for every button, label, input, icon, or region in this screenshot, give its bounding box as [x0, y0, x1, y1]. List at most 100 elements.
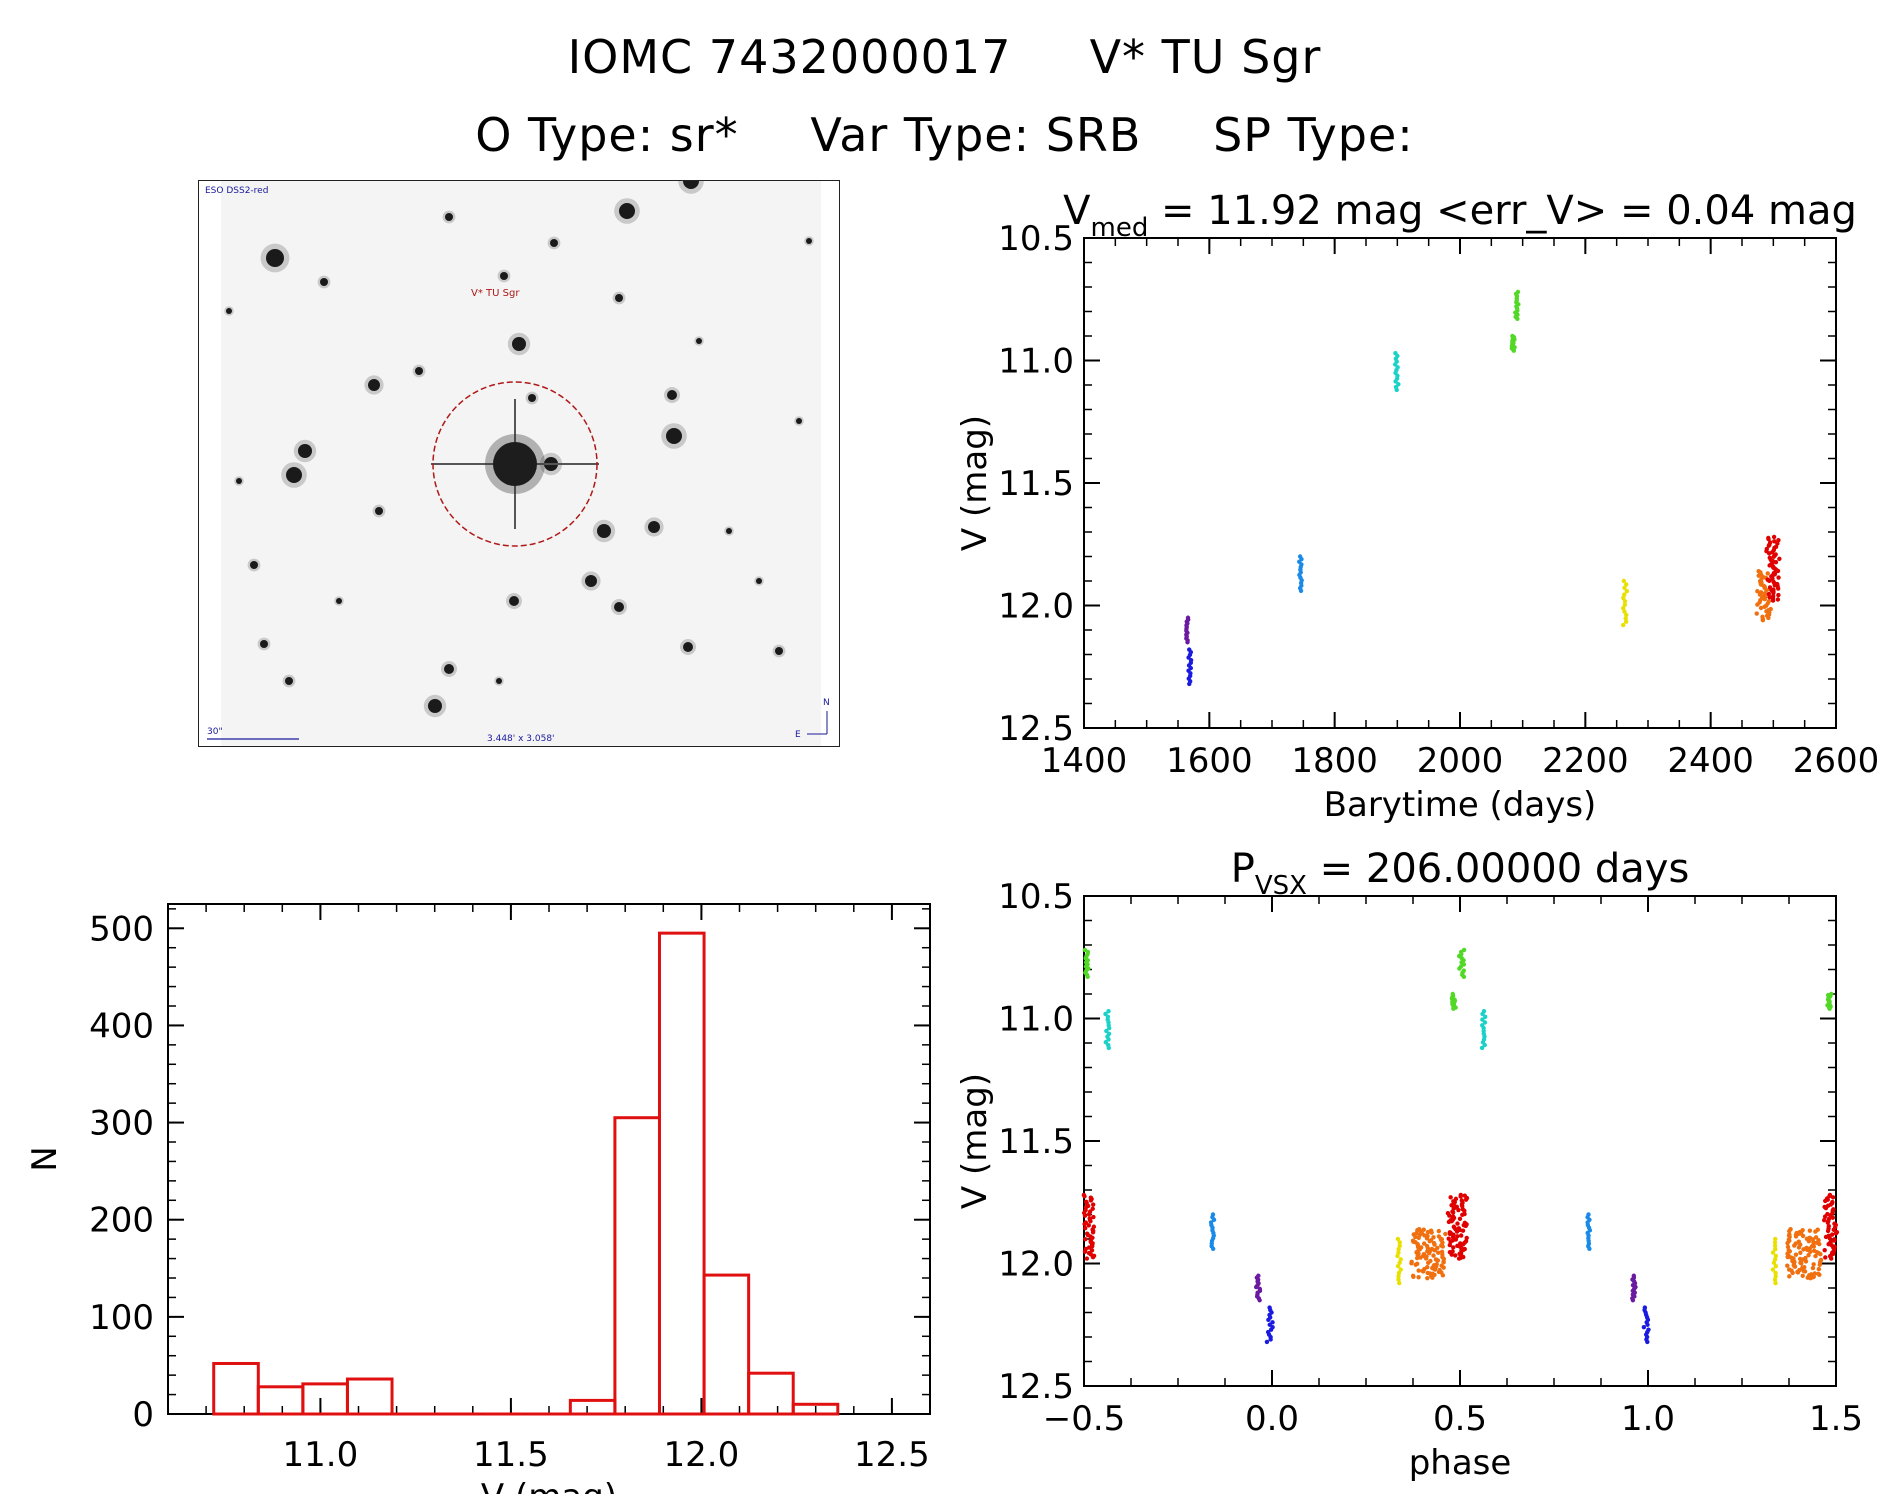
- x-tick-label: 2400: [1667, 741, 1754, 781]
- data-point: [1775, 541, 1780, 546]
- finder-chart-image: V* TU Sgr ESO DSS2-red 30" 3.448' x 3.05…: [198, 180, 840, 747]
- data-point: [1803, 1259, 1809, 1264]
- data-point: [1757, 592, 1763, 597]
- data-point: [1754, 611, 1759, 616]
- data-point: [1767, 585, 1773, 590]
- star: [336, 598, 342, 604]
- data-point: [1829, 1232, 1835, 1237]
- data-point: [1392, 362, 1398, 367]
- data-point: [1457, 966, 1462, 971]
- data-point: [1395, 1236, 1401, 1242]
- star: [756, 578, 762, 584]
- star: [236, 478, 242, 484]
- star: [320, 278, 328, 286]
- data-point: [1766, 536, 1771, 542]
- data-point: [1755, 602, 1760, 607]
- data-point: [1086, 1223, 1091, 1228]
- histogram-bar: [568, 1398, 617, 1416]
- data-point: [1771, 534, 1777, 540]
- data-point: [1397, 1240, 1402, 1245]
- y-tick-label: 12.0: [998, 587, 1074, 627]
- data-point: [1813, 1229, 1818, 1234]
- star: [648, 521, 660, 533]
- data-point: [1436, 1250, 1441, 1255]
- data-point: [1458, 1233, 1464, 1238]
- histogram-bar: [301, 1382, 349, 1416]
- histogram-chart: 11.0 11.5 12.0 12.5 0 100 200 300 400 500 V (mag) N: [25, 903, 931, 1494]
- star: [428, 699, 442, 713]
- data-point: [1785, 1263, 1790, 1268]
- y-tick-label: 10.5: [998, 877, 1074, 917]
- data-point: [1624, 612, 1629, 618]
- data-point: [1645, 1339, 1650, 1345]
- data-point: [1482, 1042, 1487, 1048]
- data-point: [1831, 1227, 1836, 1232]
- data-point: [1772, 1243, 1778, 1248]
- data-point: [1773, 1236, 1778, 1242]
- phased-panel: PVSX = 206.00000 days −0.5 0.0 0.5 1.0 1.5 10.…: [940, 838, 1870, 1488]
- data-point: [1187, 681, 1192, 687]
- data-point: [1773, 559, 1779, 565]
- data-point: [1436, 1228, 1442, 1234]
- data-point: [1424, 1236, 1430, 1241]
- data-point: [1082, 1194, 1087, 1199]
- data-point: [1772, 539, 1777, 544]
- lightcurve-panel: Vmed = 11.92 mag <err_V> = 0.04 mag 1400 1…: [940, 180, 1879, 830]
- data-point: [1773, 1253, 1779, 1259]
- data-point: [1457, 1216, 1463, 1221]
- data-point: [1767, 563, 1772, 568]
- data-point: [1479, 1045, 1485, 1051]
- data-point: [1463, 1197, 1469, 1202]
- star: [615, 294, 623, 302]
- data-point: [1787, 1228, 1792, 1234]
- x-tick-label: 2200: [1542, 741, 1629, 781]
- data-point: [1801, 1247, 1806, 1252]
- star: [512, 337, 526, 351]
- y-axis-label: N: [25, 1146, 65, 1171]
- data-point: [1621, 578, 1627, 584]
- data-point: [1822, 1247, 1827, 1253]
- data-point: [1802, 1269, 1808, 1274]
- star: [445, 213, 453, 221]
- data-point: [1425, 1276, 1430, 1281]
- histogram-bar: [747, 1371, 795, 1416]
- y-tick-label: 100: [89, 1298, 154, 1338]
- histogram-panel: 11.0 11.5 12.0 12.5 0 100 200 300 400 500 V (mag) N: [25, 880, 940, 1494]
- data-point: [1185, 640, 1190, 645]
- x-tick-label: 1600: [1166, 741, 1253, 781]
- star: [226, 308, 232, 314]
- y-tick-label: 300: [89, 1104, 154, 1144]
- star: [260, 640, 268, 648]
- data-point: [1765, 571, 1770, 576]
- data-point: [1622, 592, 1627, 597]
- data-point: [1645, 1322, 1650, 1327]
- data-point: [1463, 1223, 1468, 1229]
- data-point: [1817, 1272, 1822, 1278]
- data-point: [1624, 582, 1629, 587]
- data-point: [1421, 1241, 1427, 1246]
- data-point: [1480, 1011, 1485, 1017]
- data-point: [1432, 1242, 1437, 1247]
- star: [415, 367, 423, 375]
- data-point: [1623, 619, 1629, 624]
- data-point: [1825, 1228, 1831, 1234]
- star: [597, 524, 611, 538]
- y-tick-label: 12.5: [998, 1367, 1074, 1407]
- data-point: [1771, 1260, 1777, 1265]
- data-point: [1266, 1317, 1271, 1323]
- x-axis-label: V (mag): [481, 1477, 617, 1494]
- title-symbol: V: [1063, 188, 1091, 234]
- histogram-bar: [256, 1385, 305, 1416]
- x-tick-label: 1.5: [1809, 1399, 1863, 1439]
- data-point: [1823, 1234, 1829, 1240]
- data-point: [1772, 1257, 1778, 1262]
- data-point: [1268, 1327, 1274, 1332]
- x-tick-label: 1800: [1291, 741, 1378, 781]
- data-point: [1800, 1273, 1805, 1278]
- data-point: [1423, 1256, 1429, 1261]
- scale-label: 30": [207, 727, 223, 737]
- data-point: [1461, 974, 1467, 980]
- data-point: [1622, 602, 1628, 607]
- object-type: O Type: sr*: [475, 108, 739, 162]
- data-point: [1211, 1217, 1217, 1222]
